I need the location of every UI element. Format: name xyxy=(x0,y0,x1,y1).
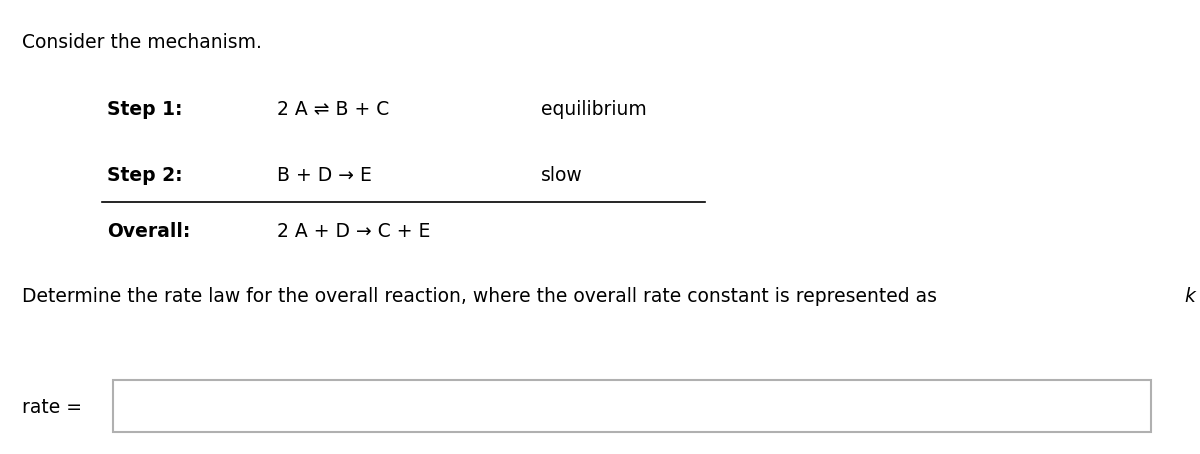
Text: Consider the mechanism.: Consider the mechanism. xyxy=(23,33,263,52)
FancyBboxPatch shape xyxy=(113,380,1151,432)
Text: Overall:: Overall: xyxy=(107,222,191,241)
Text: equilibrium: equilibrium xyxy=(541,100,647,119)
Text: Determine the rate law for the overall reaction, where the overall rate constant: Determine the rate law for the overall r… xyxy=(23,287,943,306)
Text: k: k xyxy=(1184,287,1195,306)
Text: Step 1:: Step 1: xyxy=(107,100,182,119)
Text: 2 A + D → C + E: 2 A + D → C + E xyxy=(277,222,431,241)
Text: slow: slow xyxy=(541,166,582,185)
Text: B + D → E: B + D → E xyxy=(277,166,372,185)
Text: 2 A ⇌ B + C: 2 A ⇌ B + C xyxy=(277,100,389,119)
Text: Step 2:: Step 2: xyxy=(107,166,182,185)
Text: rate =: rate = xyxy=(23,398,83,417)
Text: .: . xyxy=(1198,287,1200,306)
